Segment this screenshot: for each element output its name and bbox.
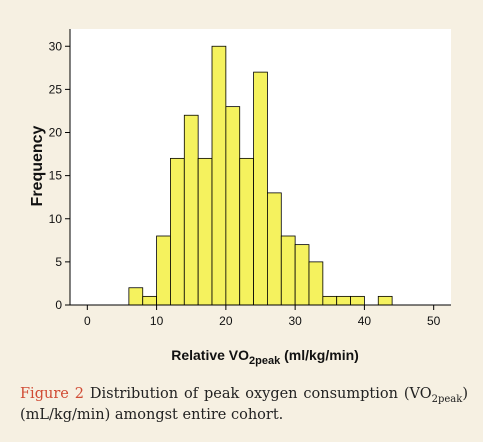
- x-tick-label: 30: [288, 314, 302, 328]
- histogram-bar-7: [225, 106, 241, 306]
- x-tick-label: 50: [427, 314, 441, 328]
- histogram-bar-1: [142, 295, 157, 306]
- x-tick-label: 20: [219, 314, 233, 328]
- histogram-bar-11: [280, 235, 296, 306]
- histogram-bar-13: [308, 261, 324, 306]
- histogram-bar-0: [128, 287, 144, 306]
- bars: [128, 45, 393, 306]
- y-tick-label: 25: [49, 82, 63, 96]
- axes: 0 5 10 15 20 25 30 0 10 20 30 40 50: [49, 29, 451, 328]
- histogram-bar-9: [253, 71, 268, 306]
- caption-text-2: ) (mL/kg/min) amongst entire cohort.: [20, 386, 468, 423]
- histogram-bar-8: [239, 157, 254, 306]
- histogram-chart: 0 5 10 15 20 25 30 0 10 20 30 40 50 Frequency Relati…: [29, 29, 451, 367]
- figure-label: Figure 2: [20, 386, 84, 402]
- histogram-bar-15: [336, 295, 351, 306]
- caption-text-1: Distribution of peak oxygen consumption …: [83, 386, 432, 402]
- y-tick-label: 30: [49, 39, 63, 53]
- y-tick-label: 10: [49, 212, 63, 226]
- figure-caption: Figure 2 Distribution of peak oxygen con…: [20, 384, 468, 426]
- y-tick-label: 5: [55, 255, 62, 269]
- histogram-bar-17: [377, 295, 393, 306]
- histogram-bar-14: [322, 295, 338, 306]
- histogram-bar-4: [183, 114, 199, 306]
- x-axis-label-suffix: (ml/kg/min): [280, 347, 359, 363]
- x-tick-label: 10: [150, 314, 164, 328]
- histogram-bar-10: [267, 192, 282, 306]
- x-tick-label: 0: [84, 314, 91, 328]
- y-tick-label: 0: [55, 298, 62, 312]
- x-axis-label-prefix: Relative VO: [171, 347, 249, 363]
- histogram-bar-5: [197, 157, 213, 306]
- y-tick-label: 15: [49, 169, 63, 183]
- caption-subscript: 2peak: [431, 393, 463, 405]
- histogram-bar-2: [156, 235, 171, 306]
- x-axis-label-sub: 2peak: [249, 355, 281, 367]
- histogram-bar-12: [294, 244, 310, 306]
- x-tick-label: 40: [358, 314, 372, 328]
- y-axis-label: Frequency: [29, 125, 46, 206]
- x-axis-label: Relative VO2peak (ml/kg/min): [171, 347, 359, 367]
- histogram-bar-3: [170, 157, 185, 306]
- y-tick-label: 20: [49, 126, 63, 140]
- histogram-bar-6: [211, 45, 227, 306]
- histogram-bar-16: [350, 295, 365, 306]
